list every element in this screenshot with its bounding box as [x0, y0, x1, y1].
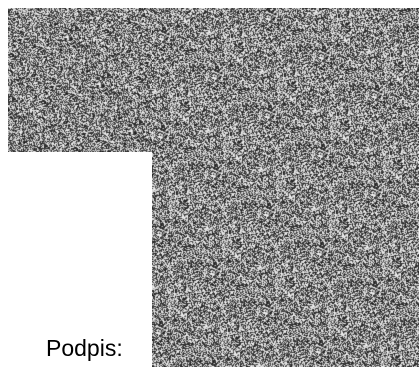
scanned-noise-panel-main: [152, 8, 419, 367]
signature-label: Podpis:: [46, 335, 123, 361]
